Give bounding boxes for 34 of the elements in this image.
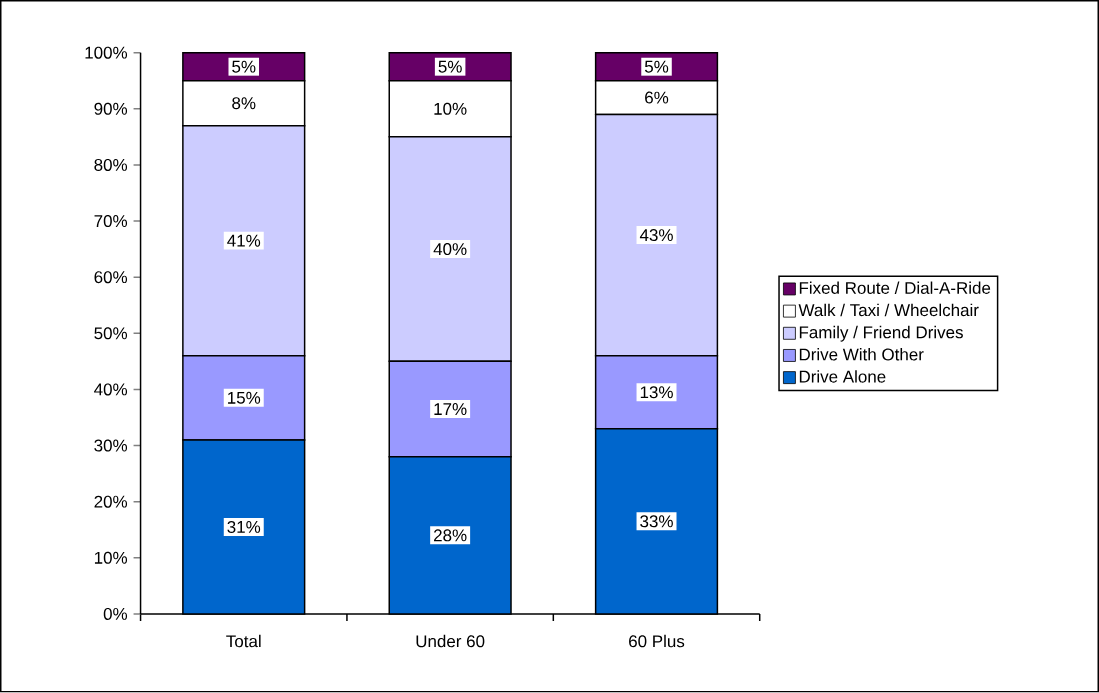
x-tick-label: 60 Plus xyxy=(629,635,685,648)
data-label: 5% xyxy=(644,60,669,73)
data-label: 41% xyxy=(227,234,261,247)
data-label: 43% xyxy=(639,229,673,242)
data-label: 10% xyxy=(434,103,467,116)
data-label: 8% xyxy=(232,97,256,110)
data-label: 33% xyxy=(640,515,673,528)
y-tick-label: 10% xyxy=(94,551,128,565)
legend-label: Drive Alone xyxy=(799,370,886,383)
data-label: 17% xyxy=(434,403,467,416)
data-label: 13% xyxy=(640,386,673,399)
y-tick-label: 50% xyxy=(94,327,128,340)
y-tick-label: 60% xyxy=(94,271,128,284)
data-label: 5% xyxy=(232,60,256,73)
y-tick-label: 100% xyxy=(85,46,128,59)
legend-label: Walk / Taxi / Wheelchair xyxy=(798,303,979,317)
data-label: 28% xyxy=(434,529,467,542)
y-tick-label: 30% xyxy=(94,439,128,452)
y-tick-label: 70% xyxy=(94,215,128,228)
y-tick-label: 0% xyxy=(103,608,128,621)
legend-label: Fixed Route / Dial-A-Ride xyxy=(799,281,991,295)
y-tick-label: 40% xyxy=(94,383,128,396)
legend-label: Drive With Other xyxy=(799,348,924,361)
data-label: 6% xyxy=(645,91,669,104)
data-label: 40% xyxy=(433,243,467,256)
data-label: 15% xyxy=(228,392,261,405)
x-tick-label: Total xyxy=(226,635,261,648)
legend-label: Family / Friend Drives xyxy=(799,326,963,342)
data-label: 31% xyxy=(227,521,261,534)
y-tick-label: 20% xyxy=(94,495,128,508)
y-tick-label: 80% xyxy=(94,159,128,172)
data-label: 5% xyxy=(438,60,462,73)
x-tick-label: Under 60 xyxy=(416,635,485,648)
y-tick-label: 90% xyxy=(94,103,128,116)
